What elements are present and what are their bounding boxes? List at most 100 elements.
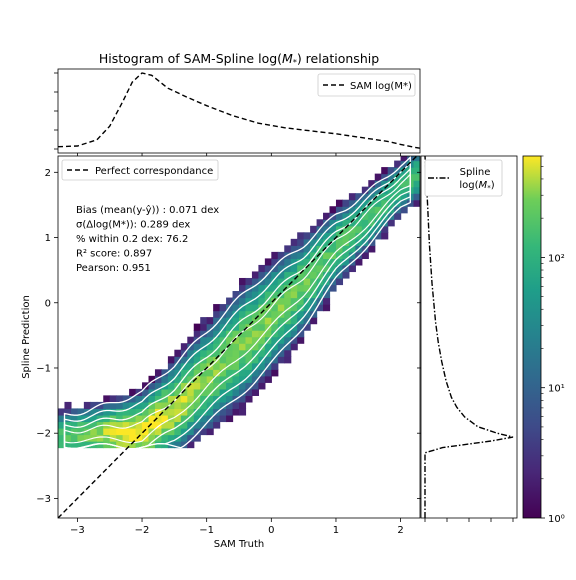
heatmap-cell [310,225,318,233]
heatmap-cell [297,264,305,273]
heatmap-cell [251,323,259,331]
heatmap-cell [355,193,363,201]
heatmap-cell [342,219,350,227]
heatmap-cell [226,323,234,331]
heatmap-cell [355,199,363,207]
heatmap-cell [271,310,279,318]
heatmap-cell [368,225,376,233]
contour-line [63,167,411,450]
heatmap-cell [368,180,376,188]
heatmap-cell [161,427,169,436]
heatmap-cell [135,421,143,429]
heatmap-cell [264,284,272,292]
heatmap-cell [64,434,72,442]
heatmap-cell [251,317,259,325]
heatmap-cell [335,238,344,246]
heatmap-cell [368,186,376,194]
heatmap-cell [206,395,214,403]
heatmap-cell [271,323,279,331]
heatmap-cell [394,167,402,175]
heatmap-cell [297,284,305,292]
heatmap-cell [368,219,376,227]
heatmap-cell [174,369,182,377]
heatmap-cell [264,304,272,312]
heatmap-cell [180,401,188,410]
heatmap-cell [180,441,188,449]
heatmap-cell [335,251,344,260]
heatmap-cell [135,408,143,416]
heatmap-cell [200,388,208,396]
heatmap-cell [77,414,85,423]
heatmap-cell [297,291,305,299]
heatmap-cell [200,323,208,331]
heatmap-cell [167,441,175,449]
heatmap-cell [180,408,188,416]
heatmap-cell [245,369,253,377]
heatmap-cell [206,382,214,390]
heatmap-cell [323,219,331,227]
heatmap-cell [219,414,227,423]
heatmap-cell [400,173,408,181]
heatmap-cell [271,284,279,292]
heatmap-cell [90,427,98,436]
heatmap-cell [348,251,356,260]
heatmap-cell [116,414,124,423]
heatmap-cell [284,277,292,286]
heatmap-cell [400,180,408,188]
heatmap-cell [122,427,130,436]
heatmap-cell [348,232,356,240]
heatmap-cell [277,251,285,260]
heatmap-cell [193,421,201,429]
heatmap-cell [290,264,298,273]
heatmap-cell [206,349,214,357]
heatmap-cell [323,284,331,292]
heatmap-cell [206,317,214,325]
heatmap-cell [103,434,111,442]
heatmap-cell [103,427,111,436]
heatmap-cell [323,264,331,273]
heatmap-cell [58,434,66,442]
heatmap-cell [400,199,408,207]
y-tick-label: −2 [36,429,51,440]
x-tick-label: 0 [268,525,274,536]
heatmap-cell [64,441,72,449]
heatmap-cell [251,330,259,338]
heatmap-cell [129,427,137,436]
heatmap-cell [323,271,331,279]
heatmap-cell [407,199,415,207]
heatmap-cell [277,297,285,305]
heatmap-cell [251,362,259,370]
heatmap-cell [361,186,369,194]
heatmap-cell [161,421,169,429]
heatmap-cell [323,258,331,266]
heatmap-cell [284,264,292,273]
heatmap-cell [271,251,279,260]
heatmap-cell [400,167,408,175]
heatmap-cell [335,264,344,273]
heatmap-cell [219,382,227,390]
heatmap-cell [232,323,240,331]
heatmap-cell [219,362,227,370]
heatmap-cell [329,232,337,240]
heatmap-cell [368,199,376,207]
heatmap-cell [109,421,117,429]
heatmap-cell [70,434,78,442]
y-axis-label: Spline Prediction [21,295,32,379]
heatmap-cell [258,271,266,279]
heatmap-cell [154,427,163,436]
heatmap-cell [290,317,298,325]
heatmap-cell [58,408,66,416]
heatmap-cell [374,225,382,233]
heatmap-cell [109,395,117,403]
stats-line: Bias (mean(y-ŷ)) : 0.071 dex [76,204,219,216]
heatmap-cell [116,434,124,442]
heatmap-cell [245,336,253,344]
heatmap-cell [245,349,253,357]
heatmap-cell [193,395,201,403]
heatmap-cell [239,330,247,338]
heatmap-cell [342,258,350,266]
y-tick-label: 0 [45,298,51,309]
heatmap-cell [290,238,298,246]
heatmap-cell [303,258,311,266]
